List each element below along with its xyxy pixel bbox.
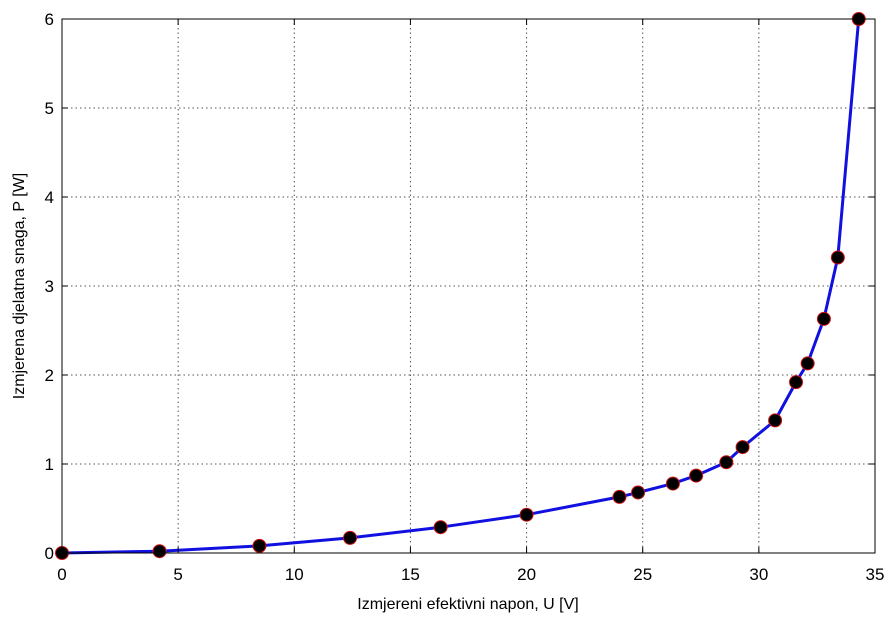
data-point	[433, 520, 448, 535]
data-point	[735, 440, 750, 455]
data-point	[800, 356, 815, 371]
data-point	[519, 507, 534, 522]
data-point	[719, 455, 734, 470]
data-point	[343, 530, 358, 545]
x-tick-label: 35	[866, 565, 885, 584]
data-point	[252, 538, 267, 553]
x-tick-label: 25	[633, 565, 652, 584]
x-tick-label: 20	[517, 565, 536, 584]
data-point-layer	[55, 12, 866, 560]
x-tick-label: 30	[749, 565, 768, 584]
y-tick-label: 4	[45, 188, 54, 207]
grid-layer	[62, 19, 875, 553]
data-point	[152, 544, 167, 559]
y-axis-label: Izmjerena djelatna snaga, P [W]	[11, 173, 28, 400]
y-tick-label: 0	[45, 544, 54, 563]
series-line	[61, 18, 861, 555]
data-point	[689, 468, 704, 483]
data-point	[830, 250, 845, 265]
x-tick-label: 5	[173, 565, 182, 584]
x-tick-label: 0	[57, 565, 66, 584]
data-point	[768, 413, 783, 428]
data-point	[631, 485, 646, 500]
x-axis-label: Izmjereni efektivni napon, U [V]	[357, 596, 578, 613]
tick-layer: 0 5 10 15 20 25 30 35 0 1 2 3 4 5 6	[45, 10, 885, 584]
data-point	[665, 476, 680, 491]
y-tick-label: 6	[45, 10, 54, 29]
y-tick-label: 1	[45, 455, 54, 474]
y-tick-label: 5	[45, 99, 54, 118]
data-point	[612, 489, 627, 504]
y-tick-label: 3	[45, 277, 54, 296]
data-point	[789, 375, 804, 390]
data-point	[816, 311, 831, 326]
x-tick-label: 10	[285, 565, 304, 584]
series-line-layer	[61, 18, 861, 555]
y-tick-label: 2	[45, 366, 54, 385]
x-tick-label: 15	[401, 565, 420, 584]
